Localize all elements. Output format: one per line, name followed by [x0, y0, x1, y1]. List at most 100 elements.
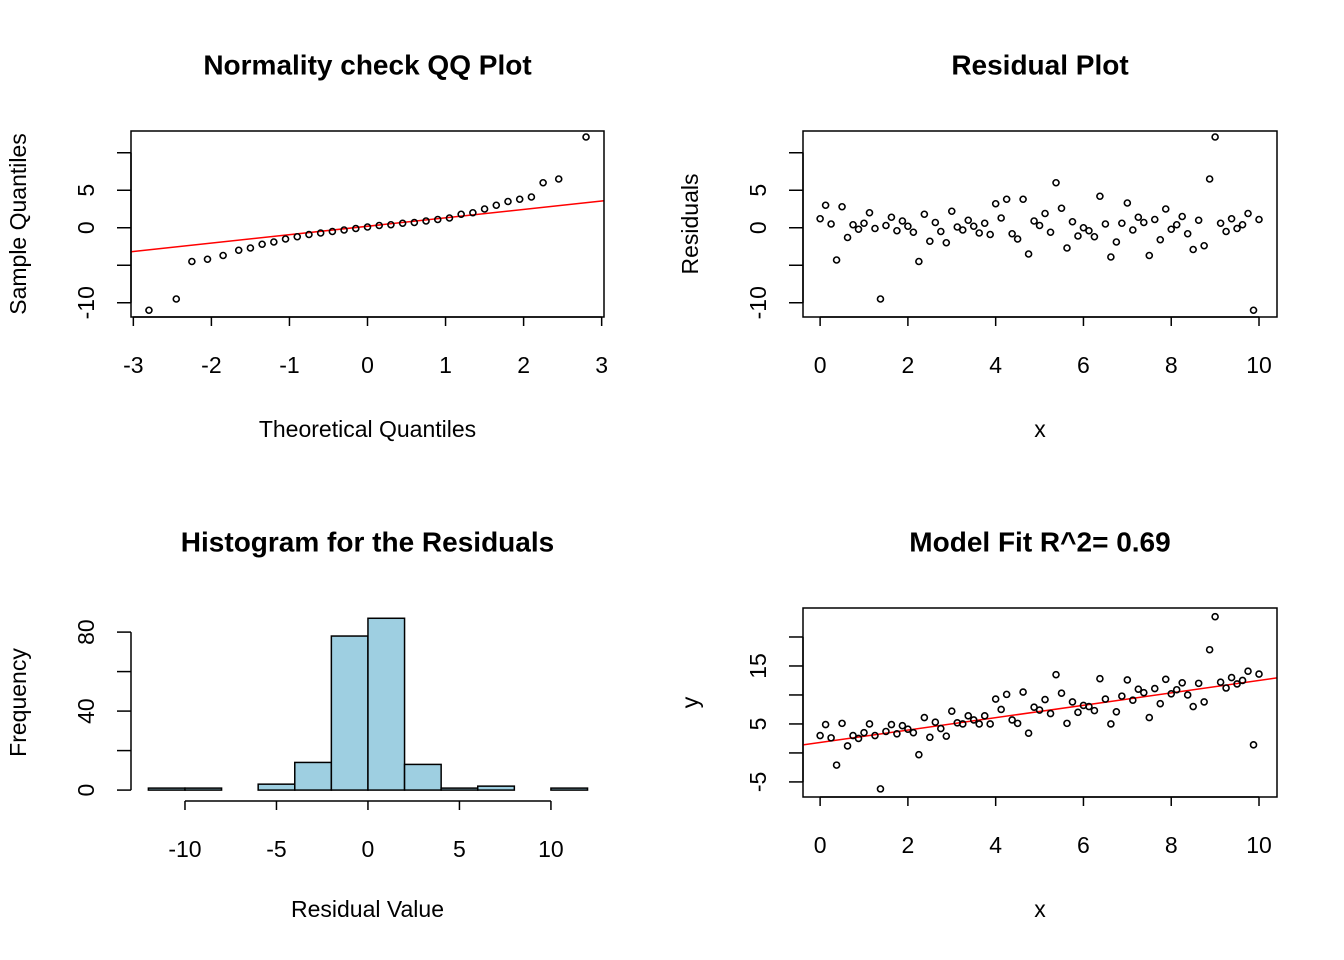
point: [1161, 675, 1170, 684]
point: [1189, 245, 1197, 254]
chart-title: Histogram for the Residuals: [181, 526, 554, 557]
point: [953, 223, 962, 231]
point: [1002, 690, 1011, 699]
point: [969, 716, 978, 724]
point: [1063, 244, 1071, 252]
point: [1013, 719, 1022, 728]
point: [980, 219, 989, 228]
x-axis-label: x: [1034, 896, 1046, 922]
point: [975, 229, 984, 237]
x-tick-label: 8: [1165, 832, 1178, 858]
point: [843, 233, 852, 242]
point: [986, 720, 994, 728]
point: [1090, 706, 1099, 715]
point: [975, 720, 984, 728]
x-tick-label: -3: [123, 352, 143, 378]
point: [887, 213, 896, 222]
point: [582, 133, 590, 141]
point: [515, 195, 524, 204]
point: [1156, 235, 1165, 244]
y-tick-label: -10: [73, 286, 99, 319]
point: [909, 228, 918, 237]
point: [1002, 195, 1011, 204]
point: [1178, 678, 1186, 687]
point: [1019, 195, 1027, 204]
bar: [147, 787, 186, 791]
plot-box: [802, 130, 1278, 318]
point: [1096, 192, 1104, 201]
x-tick-label: 0: [362, 836, 375, 862]
point: [281, 235, 290, 243]
point: [920, 713, 929, 722]
point: [871, 224, 879, 233]
point: [1090, 232, 1099, 241]
point: [1112, 238, 1121, 246]
x-tick-label: 4: [989, 832, 1002, 858]
point: [1167, 225, 1176, 234]
bar: [330, 635, 369, 791]
point: [926, 733, 934, 742]
x-tick-label: 8: [1165, 352, 1178, 378]
point: [145, 306, 153, 315]
point: [958, 226, 967, 234]
point: [876, 785, 885, 793]
point: [219, 251, 227, 260]
point: [1085, 702, 1093, 711]
point: [827, 220, 835, 228]
point: [1068, 217, 1077, 226]
point: [1123, 199, 1132, 207]
point: [1178, 212, 1186, 221]
point: [904, 222, 912, 231]
point: [893, 226, 901, 235]
point: [991, 695, 1000, 703]
point: [893, 730, 901, 738]
point: [1249, 306, 1258, 315]
point: [986, 230, 994, 239]
bar: [440, 787, 479, 791]
point: [1035, 221, 1044, 230]
plot-box: [802, 607, 1278, 798]
y-tick-label: 5: [745, 184, 771, 197]
point: [1068, 698, 1077, 706]
point: [980, 712, 989, 720]
x-tick-label: 10: [538, 836, 564, 862]
fit-line: [130, 200, 605, 253]
x-tick-label: 3: [595, 352, 608, 378]
point: [1216, 678, 1225, 687]
plot-box: [130, 130, 605, 318]
y-tick-label: 0: [745, 221, 771, 234]
point: [1134, 685, 1143, 693]
x-tick-label: 2: [901, 832, 914, 858]
point: [398, 219, 407, 228]
point: [1161, 205, 1170, 213]
point: [1052, 670, 1060, 679]
x-tick-label: 6: [1077, 832, 1090, 858]
x-tick-label: 10: [1246, 832, 1272, 858]
point: [492, 201, 501, 210]
point: [1096, 674, 1104, 683]
point: [947, 207, 956, 216]
point: [1107, 253, 1115, 261]
point: [539, 178, 547, 187]
point: [1150, 684, 1159, 693]
point: [865, 720, 874, 728]
point: [1227, 673, 1236, 682]
point: [849, 220, 857, 229]
bar: [257, 783, 296, 791]
point: [838, 719, 846, 728]
point: [1150, 215, 1159, 224]
x-tick-label: 5: [453, 836, 466, 862]
point: [1205, 645, 1214, 654]
point: [1057, 204, 1066, 213]
point: [931, 218, 940, 227]
chart-title: Model Fit R^2= 0.69: [909, 526, 1170, 557]
point: [1118, 692, 1126, 700]
point: [1172, 220, 1181, 229]
point: [387, 220, 395, 229]
point: [937, 227, 945, 236]
point: [1167, 690, 1176, 698]
point: [1139, 688, 1148, 697]
bar: [367, 617, 406, 791]
point: [1227, 214, 1236, 223]
x-tick-label: -5: [266, 836, 286, 862]
